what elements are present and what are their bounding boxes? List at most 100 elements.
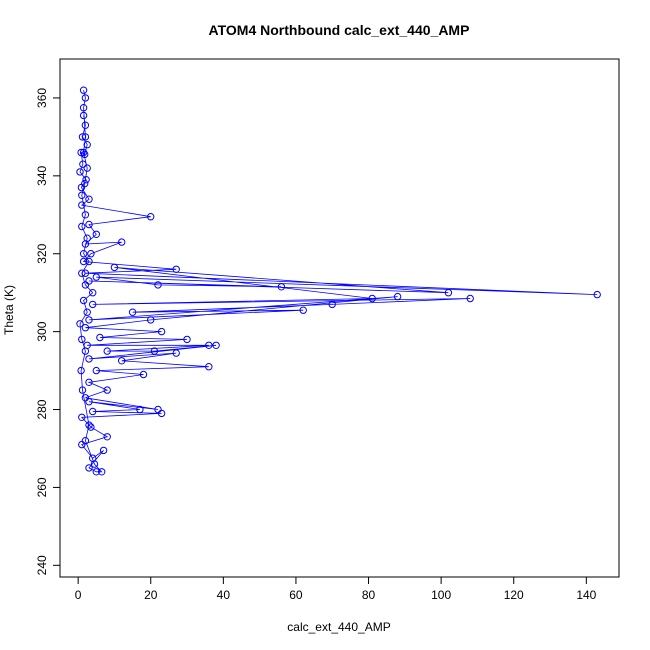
data-point — [81, 133, 90, 141]
data-point — [79, 160, 87, 168]
data-point — [92, 230, 101, 239]
x-axis: 0 20 40 60 80 100 120 140 — [75, 576, 597, 602]
data-point — [85, 316, 93, 324]
data-point — [77, 148, 85, 157]
data-point — [78, 201, 86, 209]
data-point — [83, 308, 91, 316]
data-point — [76, 320, 84, 328]
data-point — [87, 423, 95, 431]
data-point — [85, 398, 93, 406]
data-point — [81, 150, 89, 159]
data-point — [205, 341, 213, 349]
data-point — [78, 269, 86, 277]
data-point — [85, 257, 93, 266]
data-point — [81, 437, 90, 445]
y-tick-label: 360 — [35, 88, 49, 108]
data-point — [90, 460, 99, 468]
data-point — [393, 292, 402, 301]
data-point — [593, 290, 601, 299]
data-point — [78, 191, 86, 200]
data-point — [78, 413, 86, 421]
data-point — [154, 281, 162, 289]
data-point — [89, 407, 97, 416]
y-tick-label: 260 — [35, 477, 49, 497]
x-tick-label: 20 — [144, 588, 158, 602]
data-point — [83, 234, 91, 242]
data-point — [79, 257, 88, 266]
data-point — [85, 355, 93, 363]
data-point — [81, 324, 90, 332]
data-point — [79, 86, 88, 94]
data-point — [139, 370, 148, 379]
data-point — [98, 468, 106, 476]
data-point — [78, 386, 87, 394]
data-point — [81, 179, 89, 188]
data-point — [81, 269, 90, 277]
data-point — [85, 421, 93, 429]
data-point — [85, 378, 93, 386]
y-tick-label: 340 — [35, 166, 49, 186]
y-axis: 240 260 280 300 320 340 360 — [35, 88, 61, 575]
data-point — [444, 289, 453, 297]
data-point — [205, 363, 213, 371]
data-point — [368, 294, 376, 303]
data-point — [92, 366, 101, 375]
series-line — [79, 90, 598, 473]
data-point — [81, 121, 90, 129]
data-point — [92, 468, 101, 476]
data-point — [85, 220, 93, 229]
x-tick-label: 140 — [576, 588, 596, 602]
data-point — [92, 273, 101, 281]
data-point — [103, 433, 111, 441]
y-tick-label: 320 — [35, 243, 49, 263]
data-point — [277, 283, 286, 291]
data-point — [103, 386, 111, 394]
data-point — [110, 263, 119, 272]
data-point — [78, 335, 86, 344]
y-tick-label: 300 — [35, 321, 49, 341]
data-point — [128, 308, 137, 316]
x-tick-label: 100 — [431, 588, 451, 602]
data-point — [76, 168, 84, 176]
data-point — [89, 289, 97, 297]
data-point — [150, 347, 159, 355]
x-tick-label: 60 — [289, 588, 303, 602]
data-series — [76, 86, 601, 476]
data-point — [79, 250, 88, 258]
data-point — [118, 238, 126, 246]
data-point — [172, 265, 180, 273]
data-point — [79, 104, 88, 112]
data-point — [78, 133, 87, 141]
data-point — [85, 195, 93, 203]
data-point — [466, 294, 474, 303]
y-tick-label: 240 — [35, 555, 49, 575]
x-tick-label: 120 — [504, 588, 524, 602]
data-point — [78, 222, 86, 231]
data-point — [81, 281, 90, 289]
data-point — [81, 347, 90, 355]
y-tick-label: 280 — [35, 399, 49, 419]
data-point — [157, 327, 166, 336]
data-point — [77, 366, 85, 375]
data-point — [83, 164, 91, 172]
data-point — [81, 211, 90, 219]
data-point — [147, 316, 155, 324]
data-point — [99, 446, 108, 455]
plot-frame — [59, 58, 620, 578]
data-point — [96, 333, 104, 342]
data-point — [136, 405, 144, 414]
data-point — [157, 409, 166, 418]
y-axis-label: Theta (K) — [2, 285, 16, 335]
x-tick-label: 40 — [217, 588, 231, 602]
data-point — [89, 300, 97, 309]
data-point — [79, 296, 88, 305]
data-point — [82, 176, 90, 184]
data-point — [81, 94, 90, 102]
data-point — [79, 148, 88, 157]
data-point — [147, 213, 155, 221]
data-point — [212, 341, 220, 349]
chart-title: ATOM4 Northbound calc_ext_440_AMP — [209, 22, 470, 38]
data-point — [87, 250, 95, 258]
data-point — [83, 141, 91, 149]
